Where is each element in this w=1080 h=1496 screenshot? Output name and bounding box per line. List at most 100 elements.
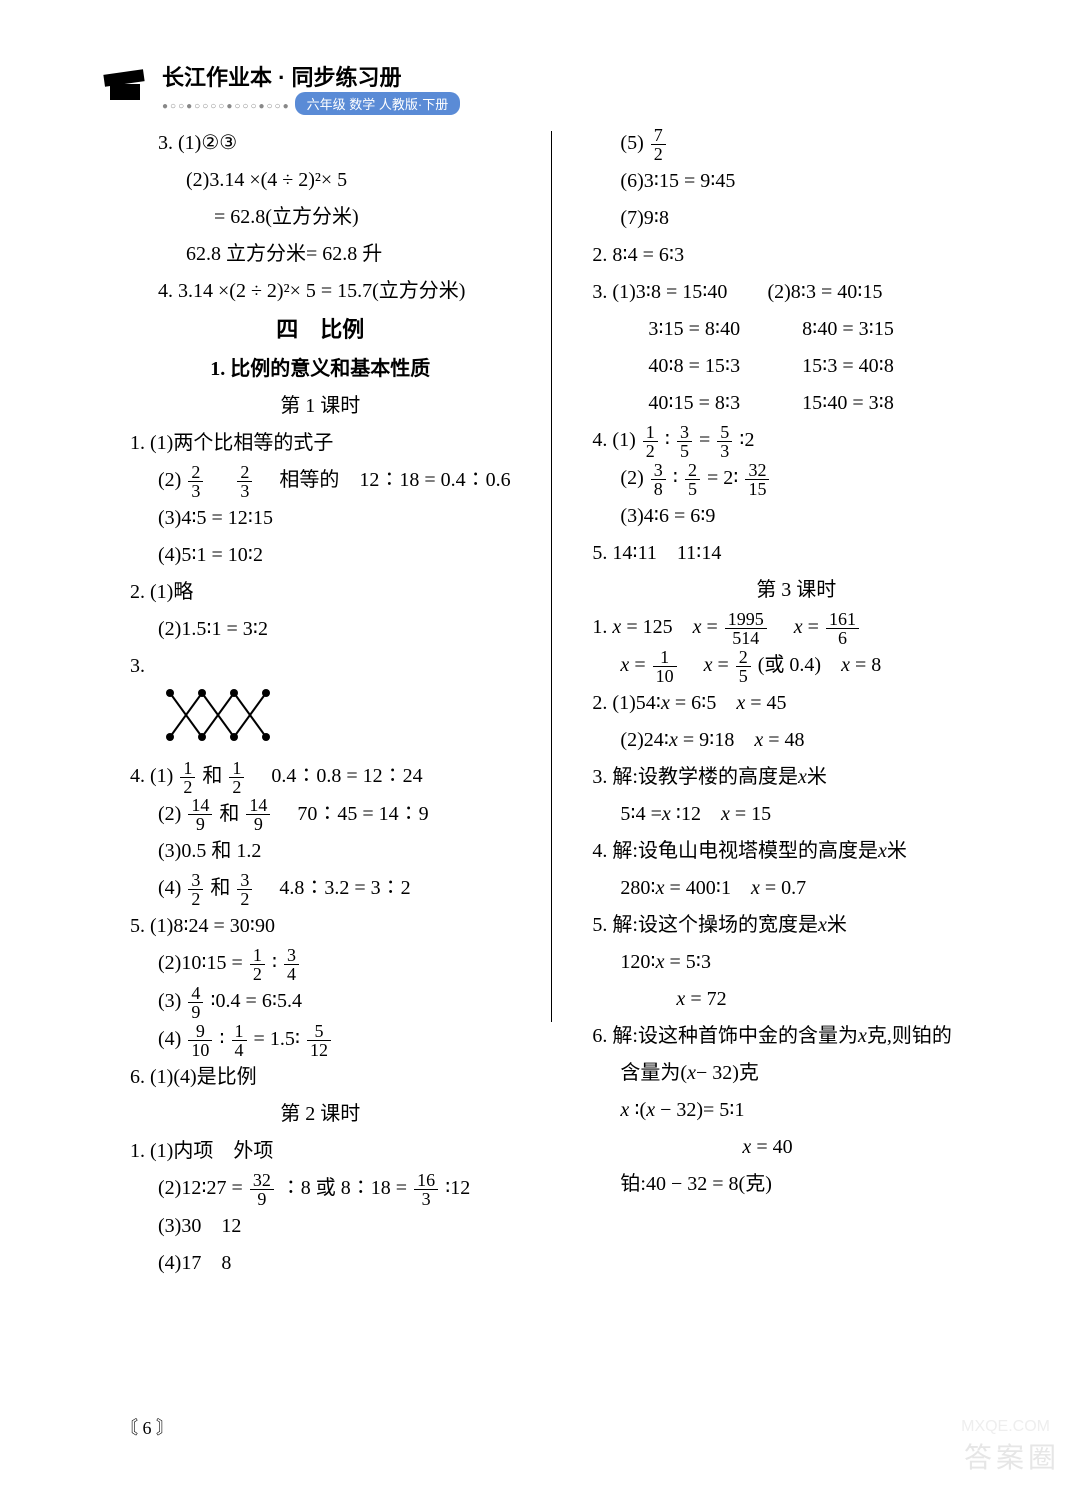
text: 4. (1) <box>592 429 635 451</box>
text: = 72 <box>690 988 726 1010</box>
text-line: (4) 910 ∶ 14 = 1.5∶ 512 <box>130 1021 511 1059</box>
section-title: 1. 比例的意义和基本性质 <box>130 351 511 388</box>
var-x: x <box>721 803 730 825</box>
text: 40∶8 = 15∶3 <box>648 355 740 377</box>
var-x: x <box>669 729 678 751</box>
var-x: x <box>841 654 850 676</box>
series-title: 长江作业本 · 同步练习册 <box>162 60 460 92</box>
text-line: (3)30 12 <box>130 1208 511 1245</box>
page: 长江作业本 · 同步练习册 ●○○●○○○○●○○○●○○● 六年级 数学 人教… <box>0 0 1080 1496</box>
text: = 48 <box>768 729 804 751</box>
text-line: 含量为(x− 32)克 <box>592 1055 1000 1092</box>
text-line: 40∶15 = 8∶3 15∶40 = 3∶8 <box>592 385 1000 422</box>
cross-match-diagram <box>158 685 278 745</box>
text-line: x ∶(x − 32)= 5∶1 <box>592 1092 1000 1129</box>
var-x: x <box>736 692 745 714</box>
fraction: 14 <box>232 1022 247 1059</box>
fraction: 149 <box>188 796 212 833</box>
text: (2)24∶ <box>620 729 669 751</box>
text: − 32)= 5∶1 <box>660 1099 744 1121</box>
text: = 400∶1 <box>670 877 751 899</box>
var-x: x <box>656 877 665 899</box>
text-line: (2) 149 和 149 70∶45 = 14∶9 <box>130 796 511 834</box>
left-column: 3. (1)②③ (2)3.14 ×(4 ÷ 2)²× 5 = 62.8(立方分… <box>100 125 511 1282</box>
var-x: x <box>661 692 670 714</box>
text: = <box>699 429 710 451</box>
text: ∶0.4 = 6∶5.4 <box>210 990 302 1012</box>
text-line: 3. 解:设教学楼的高度是x米 <box>592 759 1000 796</box>
text-line: 120∶x = 5∶3 <box>592 944 1000 981</box>
text: 2. (1)54∶ <box>592 692 661 714</box>
var-x: x <box>612 616 621 638</box>
text-line: x = 72 <box>592 981 1000 1018</box>
lesson-title: 第 3 课时 <box>592 572 1000 609</box>
text: 4. 解:设龟山电视塔模型的高度是 <box>592 840 878 862</box>
text-line: (2)1.5∶1 = 3∶2 <box>130 611 511 648</box>
text-line: (3)0.5 和 1.2 <box>130 833 511 870</box>
text: 4. (1) <box>130 765 173 787</box>
text-line: 4. (1) 12 和 12 0.4∶0.8 = 12∶24 <box>130 758 511 796</box>
fraction: 163 <box>414 1171 438 1208</box>
fraction: 1616 <box>826 610 859 647</box>
text: = 45 <box>750 692 786 714</box>
text: 3. (1)3∶8 = 15∶40 <box>592 281 727 303</box>
text-line: (3)4∶6 = 6∶9 <box>592 498 1000 535</box>
lesson-title: 第 2 课时 <box>130 1096 511 1133</box>
text-line: (2)3.14 ×(4 ÷ 2)²× 5 <box>130 162 511 199</box>
text: 4.8∶3.2 = 3∶2 <box>259 877 410 899</box>
text-line: 62.8 立方分米= 62.8 升 <box>130 236 511 273</box>
right-column: (5) 72 (6)3∶15 = 9∶45 (7)9∶8 2. 8∶4 = 6∶… <box>592 125 1000 1282</box>
fraction: 53 <box>717 423 732 460</box>
var-x: x <box>646 1099 655 1121</box>
text: 3∶15 = 8∶40 <box>648 318 740 340</box>
text <box>774 616 794 638</box>
text <box>684 654 704 676</box>
text: = 5∶3 <box>670 951 711 973</box>
text-line: (2)24∶x = 9∶18 x = 48 <box>592 722 1000 759</box>
text-line: 6. 解:设这种首饰中金的含量为x克,则铂的 <box>592 1018 1000 1055</box>
text: (2) <box>620 467 643 489</box>
text-line: 2. 8∶4 = 6∶3 <box>592 237 1000 274</box>
text-line: 2. (1)54∶x = 6∶5 x = 45 <box>592 685 1000 722</box>
text-line: (4)17 8 <box>130 1245 511 1282</box>
text-line: 3. (1)3∶8 = 15∶40 (2)8∶3 = 40∶15 <box>592 274 1000 311</box>
text: 15∶3 = 40∶8 <box>802 355 894 377</box>
fraction: 149 <box>246 796 270 833</box>
text: = <box>634 654 645 676</box>
text: 克,则铂的 <box>867 1025 952 1047</box>
fraction: 23 <box>188 463 203 500</box>
text: (2) <box>158 469 181 491</box>
text-line: = 62.8(立方分米) <box>130 199 511 236</box>
text: ∶2 <box>739 429 754 451</box>
text: = <box>706 616 717 638</box>
lesson-title: 第 1 课时 <box>130 388 511 425</box>
text: = <box>808 616 819 638</box>
var-x: x <box>620 1099 629 1121</box>
var-x: x <box>742 1136 751 1158</box>
text-line: (2)12∶27 = 329 ∶8 或 8∶18 = 163 ∶12 <box>130 1170 511 1208</box>
text: = 15 <box>735 803 771 825</box>
text: (2)10∶15 = <box>158 952 243 974</box>
fraction: 38 <box>651 461 666 498</box>
fraction: 12 <box>180 759 195 796</box>
text-line: 4. (1) 12 ∶ 35 = 53 ∶2 <box>592 422 1000 460</box>
var-x: x <box>656 951 665 973</box>
text-line: 5. (1)8∶24 = 30∶90 <box>130 908 511 945</box>
text: (4) <box>158 877 181 899</box>
text: (2)8∶3 = 40∶15 <box>767 281 882 303</box>
text: 和 <box>210 877 230 899</box>
var-x: x <box>754 729 763 751</box>
text: 40∶15 = 8∶3 <box>648 392 740 414</box>
text: 3. 解:设教学楼的高度是 <box>592 766 798 788</box>
fraction: 12 <box>643 423 658 460</box>
watermark-small: MXQE.COM <box>961 1418 1050 1436</box>
var-x: x <box>704 654 713 676</box>
fraction: 32 <box>188 871 203 908</box>
text: (3) <box>158 990 181 1012</box>
text: 和 <box>202 765 222 787</box>
text: ∶ <box>673 467 678 489</box>
text-line: 4. 3.14 ×(2 ÷ 2)²× 5 = 15.7(立方分米) <box>130 273 511 310</box>
watermark-big: 答案圈 <box>964 1436 1060 1476</box>
text: 0.4∶0.8 = 12∶24 <box>251 765 422 787</box>
text: 米 <box>827 914 847 936</box>
